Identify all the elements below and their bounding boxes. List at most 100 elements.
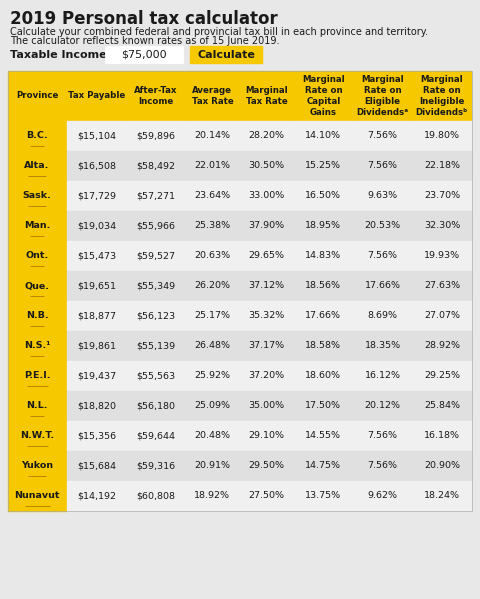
Text: $75,000: $75,000 xyxy=(121,50,167,59)
Bar xyxy=(8,361,66,391)
Text: 18.58%: 18.58% xyxy=(305,341,341,350)
Text: $15,473: $15,473 xyxy=(77,252,116,261)
Text: Province: Province xyxy=(16,92,58,101)
Bar xyxy=(127,451,185,481)
Text: 26.48%: 26.48% xyxy=(194,341,230,350)
Text: Tax Payable: Tax Payable xyxy=(68,92,125,101)
Text: Ont.: Ont. xyxy=(25,252,49,261)
Text: $59,644: $59,644 xyxy=(136,431,175,440)
Bar xyxy=(413,71,471,121)
Bar xyxy=(353,481,412,511)
Bar xyxy=(240,421,293,451)
Text: 14.75%: 14.75% xyxy=(305,461,341,470)
Text: Man.: Man. xyxy=(24,222,50,231)
Text: Sask.: Sask. xyxy=(23,192,51,201)
Bar xyxy=(8,211,66,241)
Text: 17.66%: 17.66% xyxy=(305,311,341,320)
Text: Calculate your combined federal and provincial tax bill in each province and ter: Calculate your combined federal and prov… xyxy=(10,27,428,37)
Text: $16,508: $16,508 xyxy=(77,162,116,171)
Text: 26.20%: 26.20% xyxy=(194,282,230,291)
Bar xyxy=(353,151,412,181)
Text: 37.17%: 37.17% xyxy=(249,341,285,350)
Bar xyxy=(413,151,471,181)
Bar xyxy=(67,391,125,421)
Bar xyxy=(127,211,185,241)
Text: Marginal
Tax Rate: Marginal Tax Rate xyxy=(245,86,288,106)
Text: 20.14%: 20.14% xyxy=(194,132,230,141)
Text: 18.35%: 18.35% xyxy=(364,341,401,350)
Bar xyxy=(294,301,352,331)
Bar xyxy=(8,391,66,421)
Bar xyxy=(240,181,293,211)
Text: P.E.I.: P.E.I. xyxy=(24,371,50,380)
Text: 25.17%: 25.17% xyxy=(194,311,230,320)
Text: 9.62%: 9.62% xyxy=(368,492,397,501)
Text: 19.80%: 19.80% xyxy=(424,132,460,141)
Bar xyxy=(353,241,412,271)
Bar xyxy=(127,181,185,211)
Bar xyxy=(127,241,185,271)
Text: 27.07%: 27.07% xyxy=(424,311,460,320)
Bar xyxy=(294,241,352,271)
Text: 18.24%: 18.24% xyxy=(424,492,460,501)
Bar xyxy=(127,71,185,121)
Bar xyxy=(294,211,352,241)
Text: 30.50%: 30.50% xyxy=(249,162,285,171)
Text: 19.93%: 19.93% xyxy=(424,252,460,261)
Text: Nunavut: Nunavut xyxy=(14,492,60,501)
Text: 7.56%: 7.56% xyxy=(368,431,397,440)
Bar xyxy=(353,271,412,301)
Bar xyxy=(67,71,125,121)
Text: 7.56%: 7.56% xyxy=(368,132,397,141)
Bar xyxy=(240,481,293,511)
Bar xyxy=(127,271,185,301)
Text: 28.20%: 28.20% xyxy=(249,132,285,141)
Text: 37.90%: 37.90% xyxy=(249,222,285,231)
Bar xyxy=(413,331,471,361)
Bar xyxy=(67,271,125,301)
Text: 29.10%: 29.10% xyxy=(249,431,285,440)
Bar xyxy=(294,451,352,481)
Text: 8.69%: 8.69% xyxy=(368,311,397,320)
Bar xyxy=(67,361,125,391)
Bar xyxy=(294,151,352,181)
Text: The calculator reflects known rates as of 15 June 2019.: The calculator reflects known rates as o… xyxy=(10,36,279,46)
Text: B.C.: B.C. xyxy=(26,132,48,141)
Text: 37.12%: 37.12% xyxy=(249,282,285,291)
Bar xyxy=(413,361,471,391)
Bar xyxy=(8,331,66,361)
Bar xyxy=(353,331,412,361)
Bar xyxy=(240,271,293,301)
Bar xyxy=(353,451,412,481)
Bar xyxy=(186,421,239,451)
Text: 16.50%: 16.50% xyxy=(305,192,341,201)
Bar xyxy=(127,391,185,421)
Bar xyxy=(67,421,125,451)
Text: $15,104: $15,104 xyxy=(77,132,116,141)
Bar xyxy=(67,301,125,331)
Bar xyxy=(8,181,66,211)
Text: 13.75%: 13.75% xyxy=(305,492,341,501)
Text: 18.56%: 18.56% xyxy=(305,282,341,291)
Bar xyxy=(413,421,471,451)
Text: 18.92%: 18.92% xyxy=(194,492,230,501)
Text: Average
Tax Rate: Average Tax Rate xyxy=(192,86,233,106)
Text: $55,139: $55,139 xyxy=(136,341,175,350)
Text: 18.95%: 18.95% xyxy=(305,222,341,231)
Text: 2019 Personal tax calculator: 2019 Personal tax calculator xyxy=(10,10,278,28)
Text: 9.63%: 9.63% xyxy=(368,192,397,201)
Bar xyxy=(186,181,239,211)
Bar xyxy=(294,331,352,361)
Bar xyxy=(240,361,293,391)
Bar xyxy=(413,181,471,211)
Text: $15,356: $15,356 xyxy=(77,431,116,440)
Text: Yukon: Yukon xyxy=(21,461,53,470)
Text: 33.00%: 33.00% xyxy=(249,192,285,201)
Text: $18,877: $18,877 xyxy=(77,311,116,320)
Bar xyxy=(413,241,471,271)
Bar xyxy=(127,361,185,391)
Text: $15,684: $15,684 xyxy=(77,461,116,470)
Text: $19,861: $19,861 xyxy=(77,341,116,350)
Bar xyxy=(413,481,471,511)
Text: $18,820: $18,820 xyxy=(77,401,116,410)
